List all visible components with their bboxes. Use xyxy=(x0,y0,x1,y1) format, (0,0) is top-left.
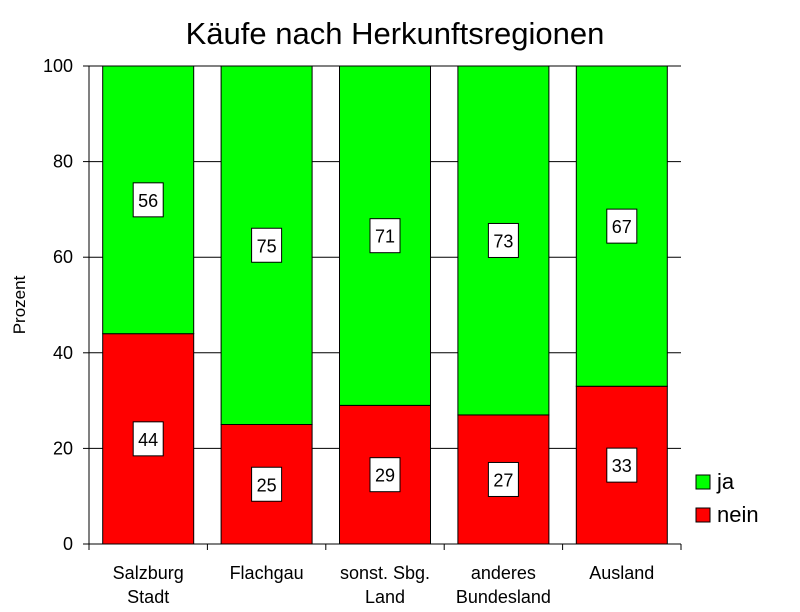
legend-label-nein: nein xyxy=(717,502,759,527)
data-label-nein-box xyxy=(251,466,283,502)
data-label-nein: 25 xyxy=(257,475,277,495)
x-category-label: Bundesland xyxy=(456,587,551,607)
chart-title: Käufe nach Herkunftsregionen xyxy=(186,16,605,51)
bars xyxy=(102,65,668,545)
data-labels: 44 56 25 75 29 71 27 73 33 67 xyxy=(132,182,638,502)
data-label-nein: 27 xyxy=(493,470,513,490)
y-tick-label: 80 xyxy=(53,152,73,172)
data-label-nein: 44 xyxy=(138,430,158,450)
data-label-ja: 75 xyxy=(257,236,277,256)
data-label-nein-box xyxy=(487,461,519,497)
x-category-label: Land xyxy=(365,587,405,607)
data-label-ja: 71 xyxy=(375,227,395,247)
data-label-nein-box xyxy=(606,447,638,483)
x-category-label: Flachgau xyxy=(230,563,304,583)
y-axis-title: Prozent xyxy=(10,275,29,334)
data-label-ja-box xyxy=(487,222,519,258)
x-category-label: Stadt xyxy=(127,587,169,607)
data-label-nein: 33 xyxy=(612,456,632,476)
x-category-label: anderes xyxy=(471,563,536,583)
legend-label-ja: ja xyxy=(716,469,735,494)
legend: ja nein xyxy=(695,469,759,527)
axes: 0 20 40 60 80 100 Salzburg Stadt Flachgau sonst. … xyxy=(43,56,682,607)
data-label-ja-box xyxy=(369,218,401,254)
y-tick-label: 0 xyxy=(63,534,73,554)
data-label-ja-box xyxy=(606,208,638,244)
x-category-label: Ausland xyxy=(589,563,654,583)
y-tick-label: 60 xyxy=(53,247,73,267)
data-label-ja: 67 xyxy=(612,217,632,237)
x-category-label: sonst. Sbg. xyxy=(340,563,430,583)
data-label-ja: 73 xyxy=(493,231,513,251)
legend-swatch-nein xyxy=(695,507,711,523)
y-tick-label: 40 xyxy=(53,343,73,363)
x-category-label: Salzburg xyxy=(113,563,184,583)
data-label-ja: 56 xyxy=(138,191,158,211)
data-label-nein-box xyxy=(132,421,164,457)
y-tick-label: 100 xyxy=(43,56,73,76)
data-label-ja-box xyxy=(132,182,164,218)
legend-swatch-ja xyxy=(695,474,711,490)
data-label-nein: 29 xyxy=(375,466,395,486)
data-label-nein-box xyxy=(369,457,401,493)
y-tick-label: 20 xyxy=(53,438,73,458)
data-label-ja-box xyxy=(251,227,283,263)
